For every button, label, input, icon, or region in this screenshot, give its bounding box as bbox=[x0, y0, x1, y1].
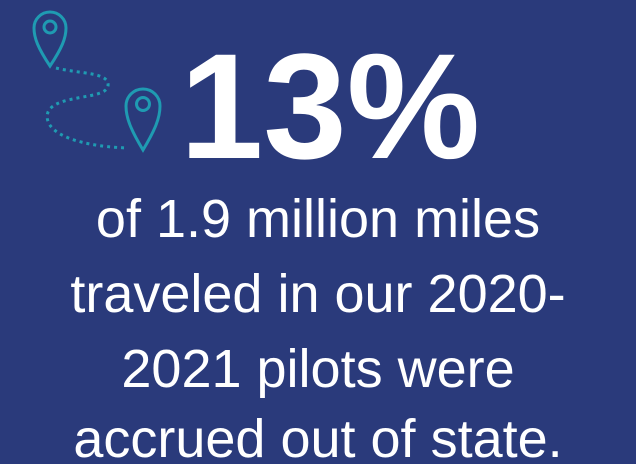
pin-start-dot bbox=[42, 19, 58, 35]
pin-start bbox=[32, 10, 68, 69]
pin-end-dot bbox=[135, 96, 151, 112]
text-line: of 1.9 million miles bbox=[96, 189, 540, 249]
pin-end bbox=[124, 87, 162, 153]
text-line: 2021 pilots were bbox=[121, 339, 514, 399]
text-line: traveled in our 2020- bbox=[70, 264, 565, 324]
route-icon bbox=[32, 10, 162, 153]
stat: 13% bbox=[180, 22, 480, 190]
dotted-route bbox=[45, 66, 129, 150]
text-line: accrued out of state. bbox=[73, 409, 562, 464]
